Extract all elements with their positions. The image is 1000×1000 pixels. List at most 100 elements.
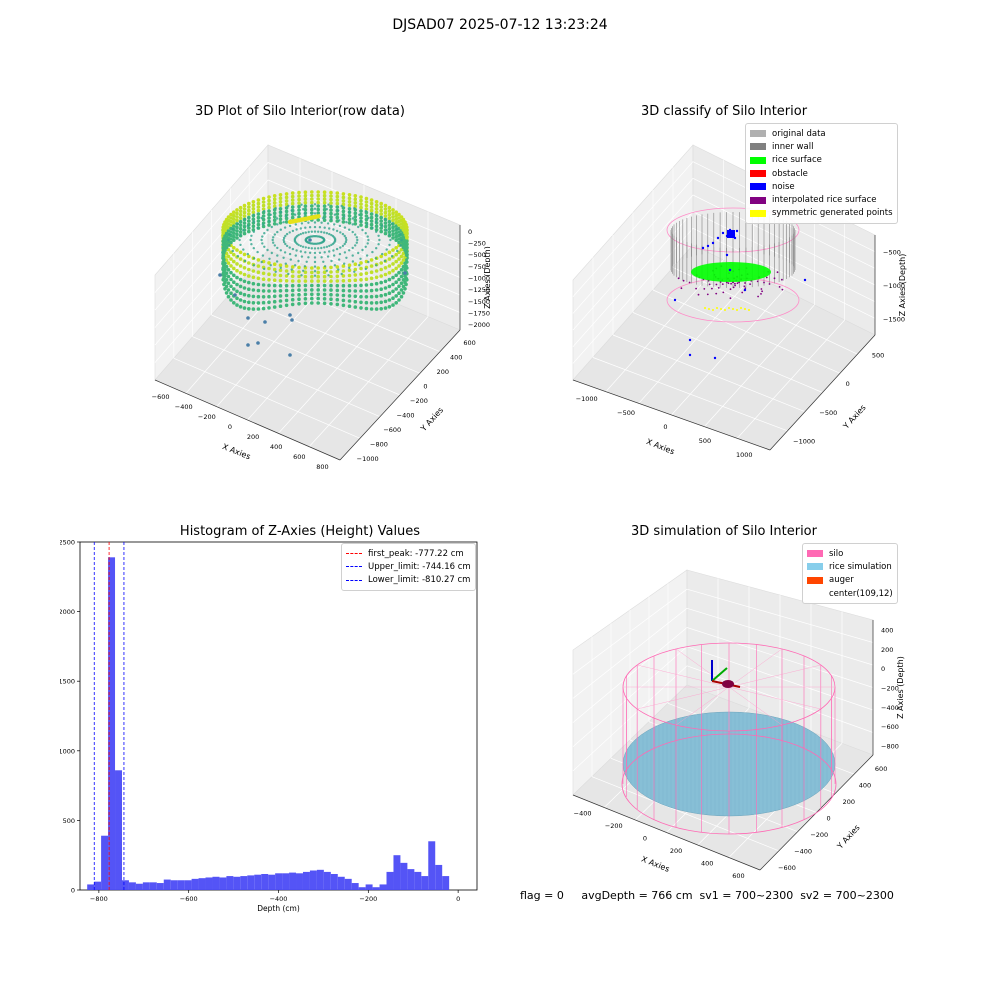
- data-point: [359, 283, 363, 288]
- legend-item: noise: [750, 180, 893, 193]
- outlier-point: [256, 341, 260, 345]
- data-point: [343, 234, 346, 238]
- z-tick-label: −200: [881, 685, 899, 693]
- data-point: [316, 218, 320, 222]
- data-point: [333, 213, 337, 216]
- data-point: [274, 207, 277, 210]
- interpolated-point: [703, 288, 706, 290]
- data-point: [246, 252, 249, 256]
- data-point: [272, 273, 277, 277]
- data-point: [369, 282, 374, 287]
- data-point: [310, 301, 314, 305]
- data-point: [369, 307, 374, 311]
- data-point: [378, 238, 381, 242]
- data-point: [369, 219, 374, 223]
- data-point: [394, 301, 399, 305]
- data-point: [297, 297, 301, 301]
- data-point: [369, 205, 374, 209]
- data-point: [326, 255, 330, 258]
- data-point: [366, 235, 369, 238]
- legend-item: rice simulation: [807, 560, 893, 573]
- data-point: [391, 208, 395, 212]
- data-point: [304, 251, 307, 254]
- data-point: [347, 221, 352, 225]
- x-tick-label: −400: [270, 895, 288, 903]
- data-point: [366, 242, 369, 245]
- data-point: [335, 297, 340, 302]
- data-point: [267, 289, 271, 293]
- data-point: [388, 233, 391, 237]
- x-tick-label: 600: [293, 453, 305, 461]
- data-point: [316, 200, 320, 205]
- data-point: [247, 215, 251, 220]
- data-point: [403, 267, 407, 272]
- data-point: [221, 262, 225, 266]
- legend-swatch: [750, 170, 766, 178]
- data-point: [261, 271, 266, 276]
- data-point: [394, 217, 399, 221]
- data-point: [290, 194, 295, 199]
- data-point: [238, 264, 243, 268]
- data-point: [261, 196, 266, 201]
- data-point: [347, 203, 352, 208]
- data-point: [326, 222, 330, 225]
- outlier-point: [263, 320, 267, 324]
- data-point: [374, 257, 378, 260]
- data-point: [261, 214, 266, 218]
- interpolated-point: [711, 287, 713, 290]
- data-point: [335, 293, 340, 297]
- data-point: [338, 224, 342, 228]
- y-tick-label: −200: [810, 831, 828, 839]
- data-point: [238, 226, 243, 231]
- data-point: [329, 208, 333, 212]
- figure-title: DJSAD07 2025-07-12 13:23:24: [392, 17, 608, 33]
- data-point: [278, 299, 283, 303]
- data-point: [261, 277, 266, 281]
- data-point: [364, 232, 367, 235]
- legend-line: [346, 579, 362, 581]
- data-point: [256, 212, 261, 216]
- data-point: [279, 228, 282, 231]
- histogram-bar: [414, 871, 422, 890]
- data-point: [367, 238, 370, 242]
- data-point: [235, 282, 239, 287]
- data-point: [272, 262, 277, 266]
- data-point: [325, 269, 328, 272]
- data-point: [335, 194, 340, 199]
- data-point: [290, 302, 295, 307]
- data-point: [313, 221, 317, 224]
- data-point: [279, 211, 282, 214]
- x-tick-label: −400: [574, 809, 592, 817]
- data-point: [369, 301, 374, 305]
- data-point: [359, 261, 363, 265]
- data-point: [329, 279, 333, 283]
- y-tick-label: 400: [450, 354, 462, 362]
- data-point: [364, 277, 369, 281]
- data-point: [339, 246, 342, 249]
- data-point: [353, 283, 358, 288]
- data-point: [247, 267, 251, 272]
- data-point: [371, 250, 374, 254]
- data-point: [391, 303, 395, 307]
- data-point: [318, 226, 322, 229]
- data-point: [290, 209, 293, 212]
- histogram-bar: [407, 869, 415, 890]
- z-tick-label: 0: [468, 228, 472, 236]
- data-point: [251, 281, 256, 286]
- data-point: [322, 260, 325, 263]
- data-point: [353, 278, 358, 282]
- data-point: [256, 222, 261, 227]
- data-point: [374, 200, 379, 204]
- data-point: [353, 289, 358, 293]
- data-point: [272, 299, 277, 304]
- data-point: [345, 238, 348, 242]
- data-point: [322, 190, 327, 194]
- data-point: [325, 245, 329, 248]
- data-point: [291, 247, 295, 251]
- data-point: [325, 208, 328, 211]
- data-point: [369, 208, 374, 213]
- data-point: [369, 276, 374, 281]
- data-point: [282, 238, 285, 242]
- interpolated-point: [781, 288, 784, 291]
- data-point: [261, 306, 266, 311]
